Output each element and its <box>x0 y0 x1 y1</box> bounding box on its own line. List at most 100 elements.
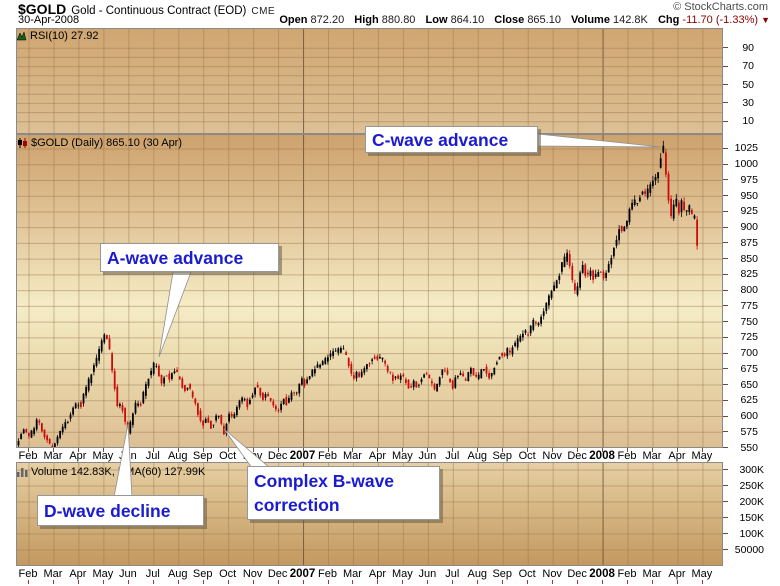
open-value: 872.20 <box>310 14 345 26</box>
x-axis-label: 2008 <box>589 568 615 580</box>
axis-tick <box>723 501 728 502</box>
axis-tick <box>723 258 728 260</box>
price-axis-label: 650 <box>740 378 758 391</box>
x-axis-tick <box>427 448 429 452</box>
x-axis-tick <box>28 448 29 452</box>
x-axis-label: Sep <box>192 450 213 462</box>
price-axis-label: 825 <box>740 268 758 281</box>
price-axis-label: 800 <box>740 284 758 297</box>
x-axis-tick <box>552 580 554 584</box>
x-axis-tick <box>602 448 604 452</box>
axis-tick <box>723 242 728 244</box>
axis-tick <box>723 210 728 212</box>
x-axis-tick <box>77 580 79 584</box>
down-triangle-icon: ▼ <box>761 15 770 25</box>
axis-tick <box>723 517 728 518</box>
x-axis-tick <box>102 448 104 452</box>
annotation-c-wave: C-wave advance <box>365 126 538 153</box>
x-axis-tick <box>127 448 129 452</box>
x-axis-tick <box>327 580 329 584</box>
x-axis-tick <box>701 580 703 584</box>
x-axis-tick <box>452 448 454 452</box>
high-label: High <box>354 14 379 26</box>
x-axis-label: Aug <box>167 568 188 580</box>
open-label: Open <box>279 14 308 26</box>
x-axis-tick <box>77 448 79 452</box>
x-axis-tick <box>552 448 554 452</box>
volume-axis-label: 50000 <box>734 543 764 556</box>
x-axis-label: Dec <box>267 568 288 580</box>
x-axis-label: 2008 <box>589 450 615 462</box>
x-axis-label: Mar <box>642 568 662 580</box>
x-axis-tick <box>676 448 678 452</box>
x-axis-tick <box>352 580 354 584</box>
axis-tick <box>723 65 728 67</box>
x-axis-tick <box>177 580 179 584</box>
x-axis-label: Feb <box>617 568 637 580</box>
rsi-panel <box>16 28 723 134</box>
candlestick-chart <box>17 135 722 447</box>
x-axis-tick <box>577 448 579 452</box>
exchange: CME <box>251 6 276 17</box>
x-axis-tick <box>377 580 379 584</box>
x-axis-label: Feb <box>318 568 337 580</box>
x-axis-label: Dec <box>567 568 587 580</box>
annotation-text: Complex B-wave correction <box>254 471 395 515</box>
axis-tick <box>723 195 728 197</box>
x-axis-label: Feb <box>18 568 38 580</box>
annotation-text: A-wave advance <box>107 247 244 268</box>
x-axis-label: Feb <box>18 450 38 462</box>
x-axis-tick <box>377 448 379 452</box>
x-axis-label: Jul <box>445 450 460 462</box>
axis-tick <box>723 447 728 448</box>
axis-tick <box>723 533 728 534</box>
x-axis-label: Sep <box>492 450 513 462</box>
x-axis-tick <box>602 580 604 584</box>
axis-tick <box>723 368 728 370</box>
price-panel <box>16 134 723 448</box>
low-value: 864.10 <box>450 14 485 26</box>
axis-tick <box>723 336 728 338</box>
close-value: 865.10 <box>527 14 561 26</box>
rsi-axis-label: 50 <box>742 78 754 91</box>
x-axis-label: Oct <box>219 568 237 580</box>
x-axis-label: Apr <box>368 450 386 462</box>
rsi-icon <box>17 31 27 41</box>
x-axis-tick <box>28 580 29 584</box>
x-axis-tick <box>302 448 304 452</box>
x-axis-label: Dec <box>567 450 587 462</box>
x-axis-label: Oct <box>518 568 536 580</box>
x-axis-tick <box>202 448 204 452</box>
axis-tick <box>723 84 728 85</box>
price-axis-label: 700 <box>740 347 758 360</box>
candlestick-icon <box>18 138 27 148</box>
x-axis-label: May <box>392 568 413 580</box>
x-axis-tick <box>227 580 229 584</box>
x-axis-label: Aug <box>467 568 488 580</box>
x-axis-label: May <box>92 568 114 580</box>
x-axis-label: Apr <box>668 450 686 462</box>
x-axis-tick <box>227 448 229 452</box>
x-axis-tick <box>152 580 154 584</box>
axis-tick <box>723 431 728 433</box>
volume-panel-label: Volume 142.83K, EMA(60) 127.99K <box>17 466 205 478</box>
price-axis-label: 850 <box>740 252 758 265</box>
rsi-axis-label: 70 <box>742 60 754 73</box>
x-axis-tick <box>652 448 653 452</box>
price-axis-label: 1025 <box>734 142 758 155</box>
x-axis-label: Feb <box>318 450 337 462</box>
x-axis-tick <box>477 448 479 452</box>
price-label-text: $GOLD (Daily) 865.10 (30 Apr) <box>31 137 183 149</box>
x-axis-label: Jun <box>118 568 137 580</box>
volume-icon <box>17 468 28 477</box>
annotation-b-wave: Complex B-wave correction <box>247 466 440 520</box>
x-axis-tick <box>652 580 653 584</box>
x-axis-tick <box>627 448 629 452</box>
x-axis-label: Mar <box>342 568 362 580</box>
price-axis-label: 950 <box>740 189 758 202</box>
price-axis-label: 975 <box>740 173 758 186</box>
price-axis-label: 900 <box>740 221 758 234</box>
x-axis-label: Mar <box>342 450 362 462</box>
x-axis-label: Mar <box>43 450 63 462</box>
x-axis-tick <box>102 580 104 584</box>
